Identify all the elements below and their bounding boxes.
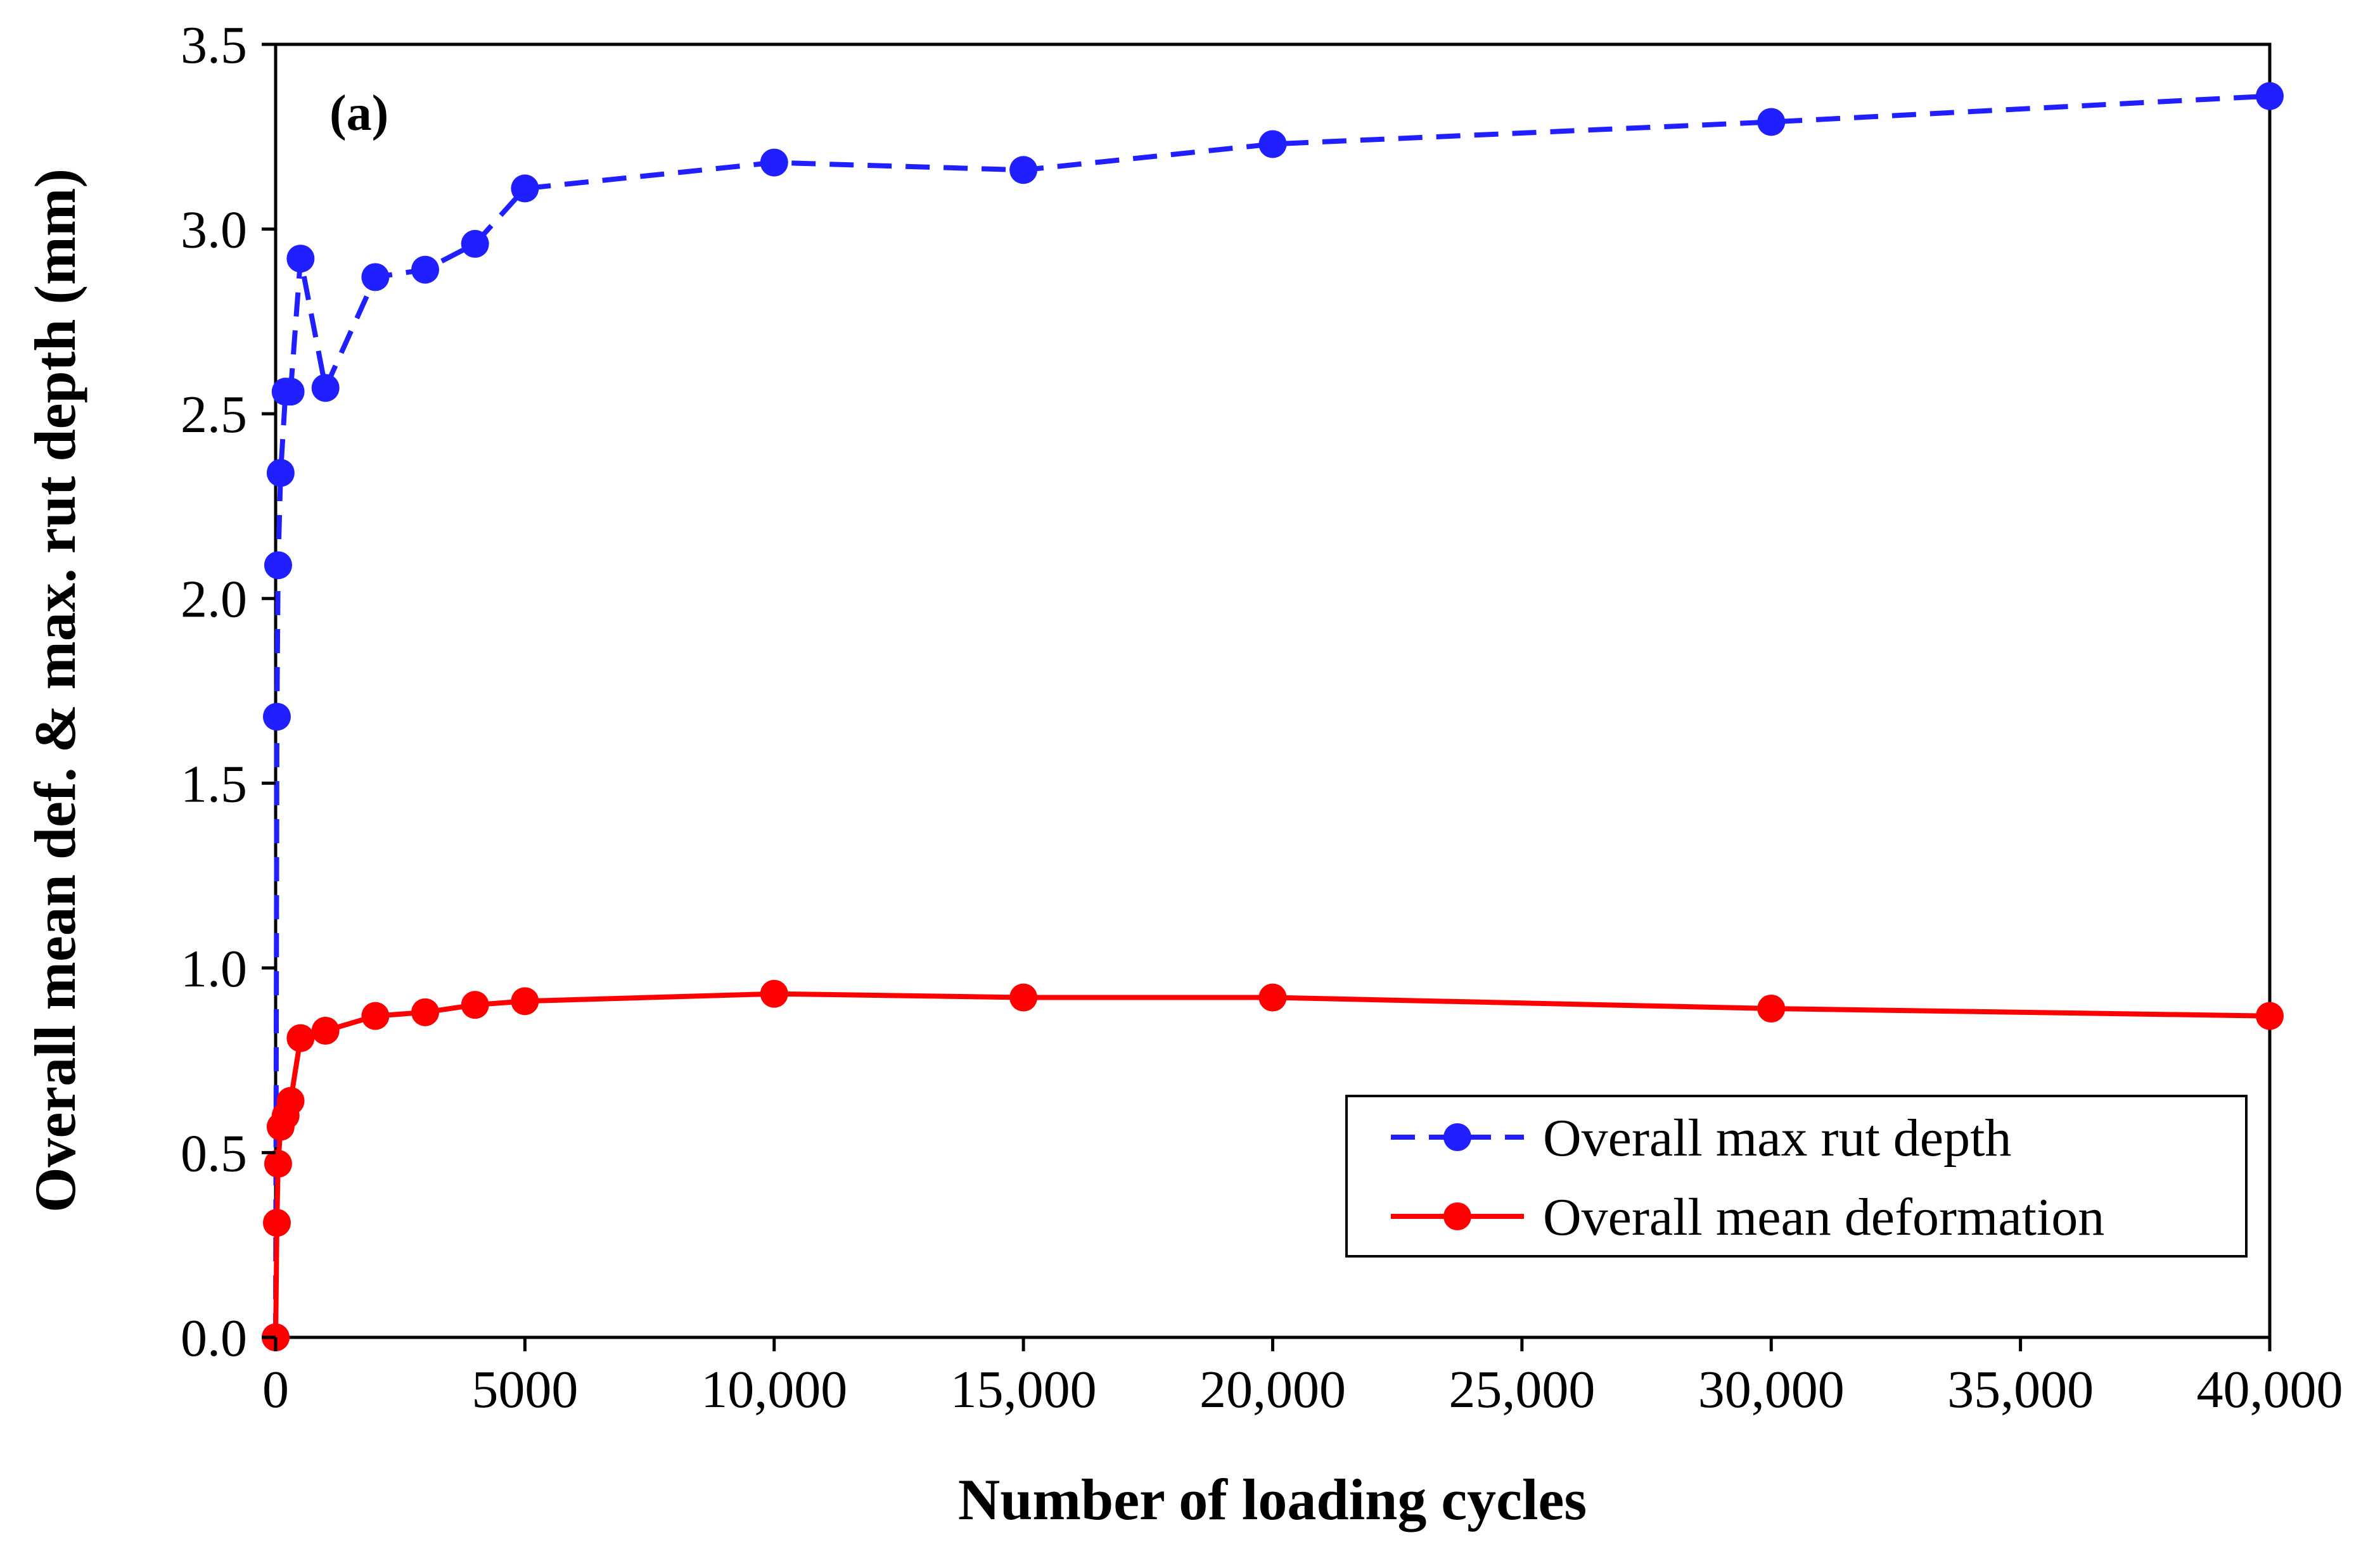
y-tick-label: 1.5 [181, 755, 247, 813]
data-point-mean-deformation [311, 1016, 340, 1045]
legend-marker-mean-def [1443, 1202, 1471, 1230]
data-point-max-rut-depth [276, 378, 305, 406]
y-axis-ticks: 0.0 0.5 1.0 1.5 2.0 2.5 3.0 3.5 [181, 16, 276, 1368]
x-tick-label: 20,000 [1200, 1360, 1346, 1419]
y-tick-label: 2.5 [181, 385, 247, 444]
data-point-mean-deformation [1757, 995, 1786, 1023]
x-tick-label: 25,000 [1449, 1360, 1595, 1419]
data-point-mean-deformation [286, 1024, 315, 1052]
data-point-mean-deformation [276, 1086, 305, 1115]
legend-label-max-rut: Overall max rut depth [1543, 1109, 2011, 1168]
y-axis-title: Overall mean def. & max. rut depth (mm) [23, 169, 87, 1213]
y-tick-label: 1.0 [181, 940, 247, 998]
series-layer [262, 82, 2284, 1351]
data-point-max-rut-depth [760, 148, 788, 177]
x-tick-label: 35,000 [1947, 1360, 2094, 1419]
data-point-max-rut-depth [2256, 82, 2284, 110]
data-point-mean-deformation [264, 1149, 292, 1178]
data-point-mean-deformation [461, 991, 489, 1019]
x-tick-label: 0 [262, 1360, 289, 1419]
data-point-max-rut-depth [411, 255, 440, 284]
y-tick-label: 3.5 [181, 16, 247, 75]
data-point-mean-deformation [760, 979, 788, 1008]
data-point-max-rut-depth [1009, 156, 1038, 184]
data-point-max-rut-depth [1258, 130, 1287, 158]
y-tick-label: 0.5 [181, 1124, 247, 1183]
data-point-mean-deformation [1258, 983, 1287, 1012]
y-tick-label: 3.0 [181, 201, 247, 260]
x-tick-label: 10,000 [701, 1360, 847, 1419]
panel-label: (a) [329, 86, 388, 141]
data-point-mean-deformation [411, 998, 440, 1026]
y-tick-label: 2.0 [181, 570, 247, 629]
legend-marker-max-rut [1443, 1123, 1471, 1151]
data-point-mean-deformation [1009, 983, 1038, 1012]
legend: Overall max rut depth Overall mean defor… [1345, 1095, 2248, 1258]
x-tick-label: 40,000 [2197, 1360, 2343, 1419]
x-axis-title: Number of loading cycles [958, 1467, 1587, 1532]
data-point-max-rut-depth [264, 551, 292, 580]
data-point-max-rut-depth [262, 703, 291, 731]
data-point-max-rut-depth [286, 245, 315, 273]
data-point-mean-deformation [262, 1209, 291, 1237]
data-point-max-rut-depth [511, 174, 539, 203]
y-tick-label: 0.0 [181, 1309, 247, 1368]
x-tick-label: 5000 [471, 1360, 578, 1419]
data-point-mean-deformation [2256, 1002, 2284, 1030]
data-point-mean-deformation [361, 1002, 390, 1030]
x-tick-label: 15,000 [950, 1360, 1097, 1419]
legend-box [1345, 1095, 2248, 1258]
x-axis-ticks: 0 5000 10,000 15,000 20,000 25,000 30,000 35,00… [262, 1337, 2343, 1419]
x-tick-label: 30,000 [1698, 1360, 1845, 1419]
data-point-max-rut-depth [461, 229, 489, 258]
data-point-mean-deformation [511, 987, 539, 1016]
data-point-max-rut-depth [361, 263, 390, 291]
data-point-max-rut-depth [266, 459, 295, 487]
legend-label-mean-def: Overall mean deformation [1543, 1188, 2104, 1247]
data-point-max-rut-depth [311, 374, 340, 402]
data-point-max-rut-depth [1757, 108, 1786, 136]
